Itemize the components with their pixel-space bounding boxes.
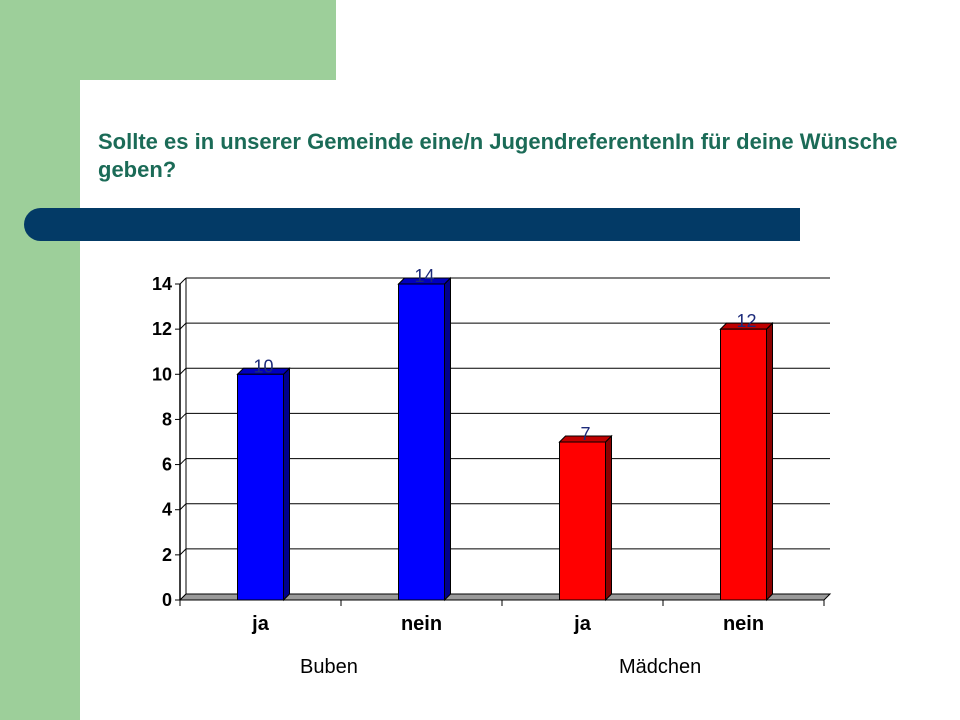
data-label: 14 xyxy=(414,266,434,286)
bar-side xyxy=(444,276,451,602)
y-tick-label: 10 xyxy=(152,364,172,384)
bar-side xyxy=(605,434,612,602)
bar xyxy=(237,373,284,601)
content-panel xyxy=(80,80,960,720)
y-tick-label: 14 xyxy=(152,274,172,294)
gridline-side xyxy=(179,367,187,375)
x-tick-label: ja xyxy=(251,613,270,635)
group-label-buben: Buben xyxy=(300,656,358,678)
gridline-side xyxy=(179,548,187,556)
bar xyxy=(559,441,606,601)
y-tick-label: 4 xyxy=(162,500,172,520)
data-label: 10 xyxy=(253,356,273,376)
y-tick-label: 2 xyxy=(162,545,172,565)
x-tick-label: nein xyxy=(401,613,442,635)
y-tick-label: 0 xyxy=(162,590,172,610)
gridline-side xyxy=(179,413,187,420)
x-tick-label: nein xyxy=(723,613,764,635)
green-band-top xyxy=(0,0,336,80)
slide-title: Sollte es in unserer Gemeinde eine/n Jug… xyxy=(98,129,898,182)
x-tick-label: ja xyxy=(573,613,592,635)
group-label-maedchen: Mädchen xyxy=(619,656,702,678)
gridline-side xyxy=(179,322,187,330)
gridline-side xyxy=(179,503,187,511)
y-tick-label: 6 xyxy=(162,455,172,475)
data-label: 12 xyxy=(736,311,756,331)
y-tick-label: 8 xyxy=(162,409,172,429)
data-label: 7 xyxy=(580,424,590,444)
y-tick-label: 12 xyxy=(152,319,172,339)
bar-side xyxy=(283,367,290,602)
title-underline-bar xyxy=(24,208,800,241)
bar xyxy=(398,283,445,601)
gridline-side xyxy=(179,458,187,465)
green-band-left xyxy=(0,0,80,720)
bar xyxy=(720,328,767,601)
bar-side xyxy=(766,321,773,602)
gridline-side xyxy=(179,277,187,285)
